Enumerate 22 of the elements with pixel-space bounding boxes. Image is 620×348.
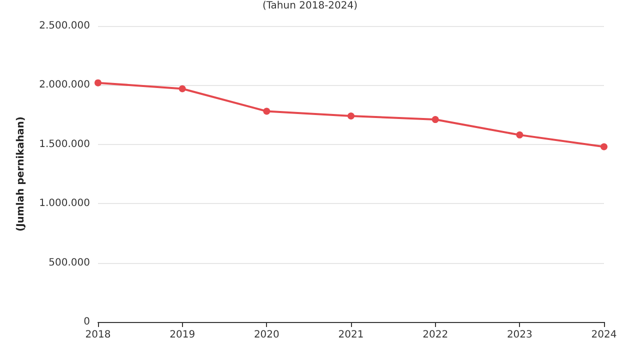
x-tick-label: 2018: [85, 330, 111, 340]
y-tick-label: 2.000.000: [39, 80, 90, 91]
point: [263, 108, 270, 115]
y-tick-label: 1.500.000: [39, 138, 90, 150]
y-axis-title: (Jumlah pernikahan): [16, 116, 26, 232]
point: [516, 131, 524, 138]
x-tick-label: 2021: [338, 330, 364, 340]
x-tick-label: 2024: [591, 330, 617, 340]
x-tick-label: 2019: [170, 330, 196, 340]
point: [600, 143, 608, 150]
y-tick-label: 1.000.000: [39, 198, 90, 210]
y-tick-label: 0: [84, 316, 90, 328]
point: [178, 85, 186, 92]
x-tick-label: 2022: [422, 330, 448, 340]
x-tick-label: 2023: [506, 330, 532, 340]
point: [94, 79, 102, 86]
point: [432, 116, 439, 124]
chart-subtitle: (Tahun 2018-2024): [262, 0, 358, 12]
x-tick-label: 2020: [254, 330, 280, 340]
y-tick-label: 500.000: [48, 257, 90, 268]
y-tick-label: 2.500.000: [39, 20, 90, 32]
point: [348, 112, 354, 120]
